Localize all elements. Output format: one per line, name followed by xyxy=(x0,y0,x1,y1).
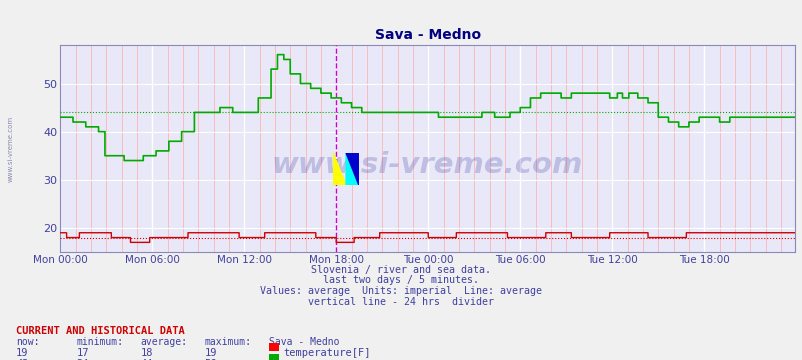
Text: 17: 17 xyxy=(76,348,89,358)
Text: now:: now: xyxy=(16,337,39,347)
Text: Slovenia / river and sea data.: Slovenia / river and sea data. xyxy=(311,265,491,275)
Text: last two days / 5 minutes.: last two days / 5 minutes. xyxy=(323,275,479,285)
Polygon shape xyxy=(346,153,358,185)
Text: average:: average: xyxy=(140,337,188,347)
Text: www.si-vreme.com: www.si-vreme.com xyxy=(272,151,582,179)
Text: 19: 19 xyxy=(205,348,217,358)
Text: CURRENT AND HISTORICAL DATA: CURRENT AND HISTORICAL DATA xyxy=(16,326,184,336)
Text: temperature[F]: temperature[F] xyxy=(283,348,371,358)
Polygon shape xyxy=(346,153,358,185)
Title: Sava - Medno: Sava - Medno xyxy=(374,28,480,42)
Text: 19: 19 xyxy=(16,348,29,358)
Text: Sava - Medno: Sava - Medno xyxy=(269,337,339,347)
Text: www.si-vreme.com: www.si-vreme.com xyxy=(7,116,14,183)
Text: Values: average  Units: imperial  Line: average: Values: average Units: imperial Line: av… xyxy=(260,286,542,296)
Text: flow[foot3/min]: flow[foot3/min] xyxy=(283,359,377,360)
Text: 44: 44 xyxy=(140,359,153,360)
Text: 18: 18 xyxy=(140,348,153,358)
Polygon shape xyxy=(333,153,346,185)
Text: vertical line - 24 hrs  divider: vertical line - 24 hrs divider xyxy=(308,297,494,307)
Text: 34: 34 xyxy=(76,359,89,360)
Text: maximum:: maximum: xyxy=(205,337,252,347)
Text: 43: 43 xyxy=(16,359,29,360)
Text: 56: 56 xyxy=(205,359,217,360)
Text: minimum:: minimum: xyxy=(76,337,124,347)
